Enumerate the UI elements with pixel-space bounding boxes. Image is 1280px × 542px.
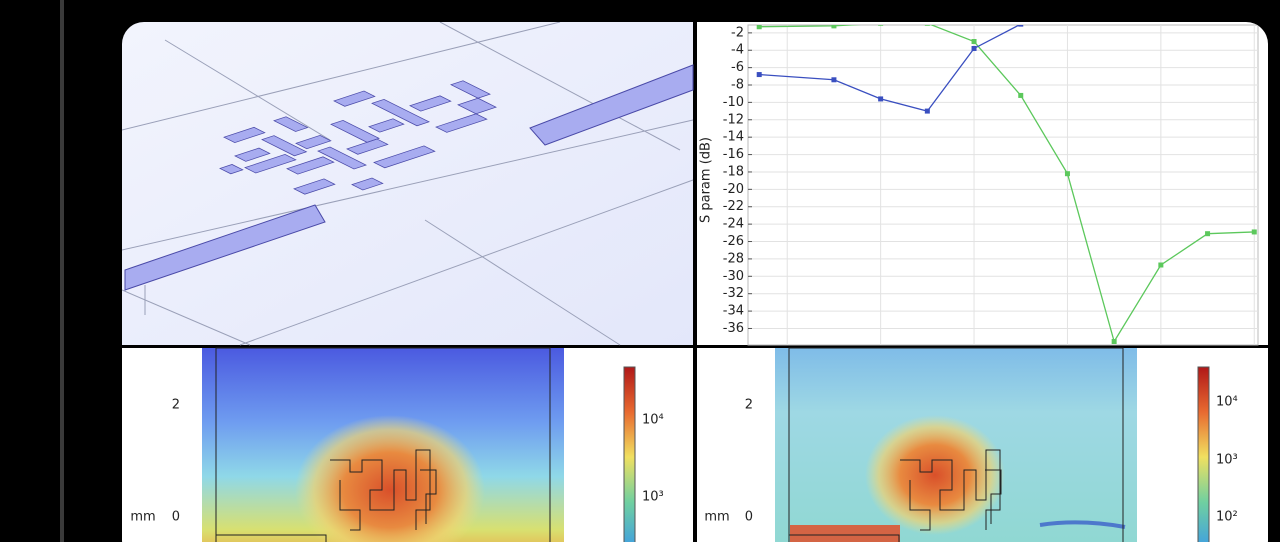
colorbar-tick-label: 10³ <box>642 490 664 505</box>
colorbar-tick-label: 10⁴ <box>1216 395 1238 410</box>
point <box>878 25 884 26</box>
point <box>756 72 762 78</box>
field-map-right <box>775 347 1210 542</box>
plot-area <box>747 24 1259 346</box>
point <box>878 96 884 102</box>
y-tick-label: -8 <box>731 78 744 93</box>
point <box>1111 339 1117 345</box>
y-tick-label: -14 <box>723 130 744 145</box>
point <box>1158 262 1164 268</box>
figure-panel: S param (dB) -2 -4 -6 -8 -10 -12 -14 -16 -18 -20 -… <box>122 22 1268 542</box>
geometry-view <box>122 22 694 346</box>
y-tick-label: -32 <box>723 286 744 301</box>
point <box>831 77 837 83</box>
y-tick-label: -28 <box>723 251 744 266</box>
point <box>1064 171 1070 177</box>
point <box>924 25 930 26</box>
y-tick-label: -6 <box>731 60 744 75</box>
y-axis-title: S param (dB) <box>699 137 714 223</box>
y-tick-label: -18 <box>723 164 744 179</box>
point <box>1251 229 1257 235</box>
y-tick-label: -24 <box>723 217 744 232</box>
series-line <box>759 25 1022 112</box>
y-tick-label: -10 <box>723 95 744 110</box>
field-map-left <box>202 347 636 542</box>
y-tick-label: 0 <box>172 510 180 525</box>
y-tick-label: -20 <box>723 182 744 197</box>
point <box>1205 231 1211 237</box>
y-tick-label: -30 <box>723 269 744 284</box>
y-tick-label: 2 <box>172 398 180 413</box>
point <box>831 25 837 29</box>
point <box>971 39 977 45</box>
point <box>971 45 977 51</box>
colorbar-tick-label: 10³ <box>1216 453 1238 468</box>
y-tick-label: -16 <box>723 147 744 162</box>
point <box>756 25 762 30</box>
chart: S param (dB) -2 -4 -6 -8 -10 -12 -14 -16 -18 -20 -… <box>699 24 1259 346</box>
point <box>1018 92 1024 98</box>
y-tick-label: 0 <box>745 510 753 525</box>
y-tick-label: -36 <box>723 321 744 336</box>
y-tick-label: -2 <box>731 25 744 40</box>
y-tick-label: -26 <box>723 234 744 249</box>
side-bar <box>60 0 64 542</box>
colorbar-tick-label: 10² <box>1216 510 1238 525</box>
point <box>924 108 930 114</box>
field-labels: 2 0 mm 10⁴ 10³ 2 0 mm 10⁴ 10³ 10² <box>130 395 1237 525</box>
point <box>1018 25 1024 27</box>
y-tick-label: -4 <box>731 43 744 58</box>
y-tick-label: -34 <box>723 304 744 319</box>
colorbar-tick-label: 10⁴ <box>642 413 664 428</box>
y-tick-label: 2 <box>745 398 753 413</box>
plot-lines <box>756 25 1257 345</box>
y-tick-label: -12 <box>723 112 744 127</box>
y-tick-label: -22 <box>723 199 744 214</box>
y-unit: mm <box>704 510 729 525</box>
y-unit: mm <box>130 510 155 525</box>
